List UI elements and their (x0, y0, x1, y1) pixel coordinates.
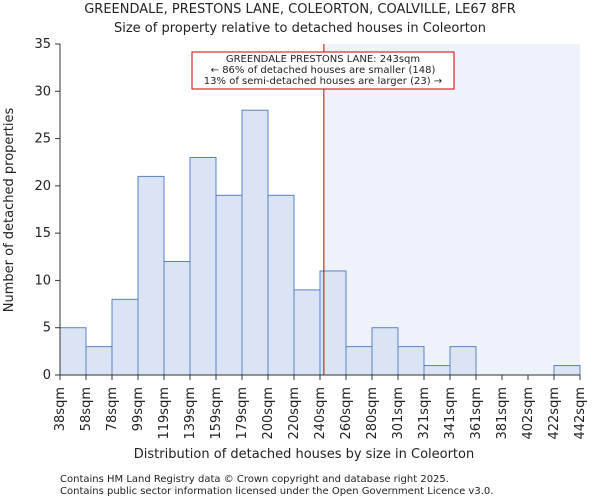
histogram-bar-200sqm (267, 194, 295, 376)
histogram-bar-220sqm (293, 289, 321, 376)
histogram-bar-280sqm (371, 327, 399, 376)
x-tick-label: 361sqm (469, 387, 484, 440)
x-tick-label: 381sqm (495, 387, 510, 440)
annotation-line-3: 13% of semi-detached houses are larger (… (204, 76, 442, 87)
y-tick-label: 5 (43, 321, 51, 336)
x-tick-label: 301sqm (391, 387, 406, 440)
x-tick-label: 58sqm (79, 387, 94, 431)
annotation-line-2: ← 86% of detached houses are smaller (14… (211, 65, 436, 76)
x-tick-label: 78sqm (105, 387, 120, 431)
x-tick-label: 139sqm (183, 387, 198, 440)
y-tick-label: 15 (34, 226, 51, 241)
x-tick-label: 38sqm (53, 387, 68, 431)
x-tick-label: 220sqm (287, 387, 302, 440)
chart-title-line1: GREENDALE, PRESTONS LANE, COLEORTON, COA… (84, 2, 516, 17)
x-tick-label: 159sqm (209, 387, 224, 440)
histogram-bar-422sqm (553, 365, 581, 376)
histogram-bar-159sqm (215, 194, 243, 376)
x-tick-label: 442sqm (573, 387, 588, 440)
histogram-bar-179sqm (241, 109, 269, 376)
x-axis-label: Distribution of detached houses by size … (134, 447, 474, 462)
highlight-region (323, 44, 580, 375)
x-tick-label: 402sqm (521, 387, 536, 440)
histogram-bar-78sqm (111, 298, 139, 376)
x-tick-label: 240sqm (313, 387, 328, 440)
plot-area: 0 5 10 15 20 25 30 35 38sqm 58sqm 78sqm 99sqm 119sqm… (34, 37, 588, 440)
histogram-bar-99sqm (137, 175, 165, 376)
x-tick-label: 179sqm (235, 387, 250, 440)
annotation-line-1: GREENDALE PRESTONS LANE: 243sqm (226, 54, 420, 65)
x-tick-label: 422sqm (547, 387, 562, 440)
y-tick-label: 35 (34, 37, 51, 52)
histogram-bar-38sqm (59, 327, 87, 376)
histogram-bar-119sqm (163, 261, 191, 376)
x-tick-label: 99sqm (131, 387, 146, 431)
annotation-box (191, 51, 455, 90)
x-tick-label: 200sqm (261, 387, 276, 440)
y-tick-label: 20 (34, 179, 51, 194)
histogram-bar-301sqm (397, 346, 425, 376)
y-tick-label: 25 (34, 132, 51, 147)
x-tick-label: 341sqm (443, 387, 458, 440)
y-axis-label: Number of detached properties (2, 108, 17, 313)
x-tick-label: 260sqm (339, 387, 354, 440)
y-tick-label: 30 (34, 84, 51, 99)
histogram-bar-139sqm (189, 156, 217, 376)
histogram-bar-321sqm (423, 365, 451, 376)
footer-line1: Contains HM Land Registry data © Crown c… (60, 474, 449, 485)
x-tick-label: 280sqm (365, 387, 380, 440)
histogram-bar-260sqm (345, 346, 373, 376)
chart-title-line2: Size of property relative to detached ho… (114, 21, 486, 36)
histogram-bar-341sqm (449, 346, 477, 376)
x-tick-label: 321sqm (417, 387, 432, 440)
x-tick-label: 119sqm (157, 387, 172, 440)
y-tick-label: 0 (43, 368, 51, 383)
footer-line2: Contains public sector information licen… (60, 486, 493, 497)
y-tick-label: 10 (34, 273, 51, 288)
histogram-bar-58sqm (85, 346, 113, 376)
